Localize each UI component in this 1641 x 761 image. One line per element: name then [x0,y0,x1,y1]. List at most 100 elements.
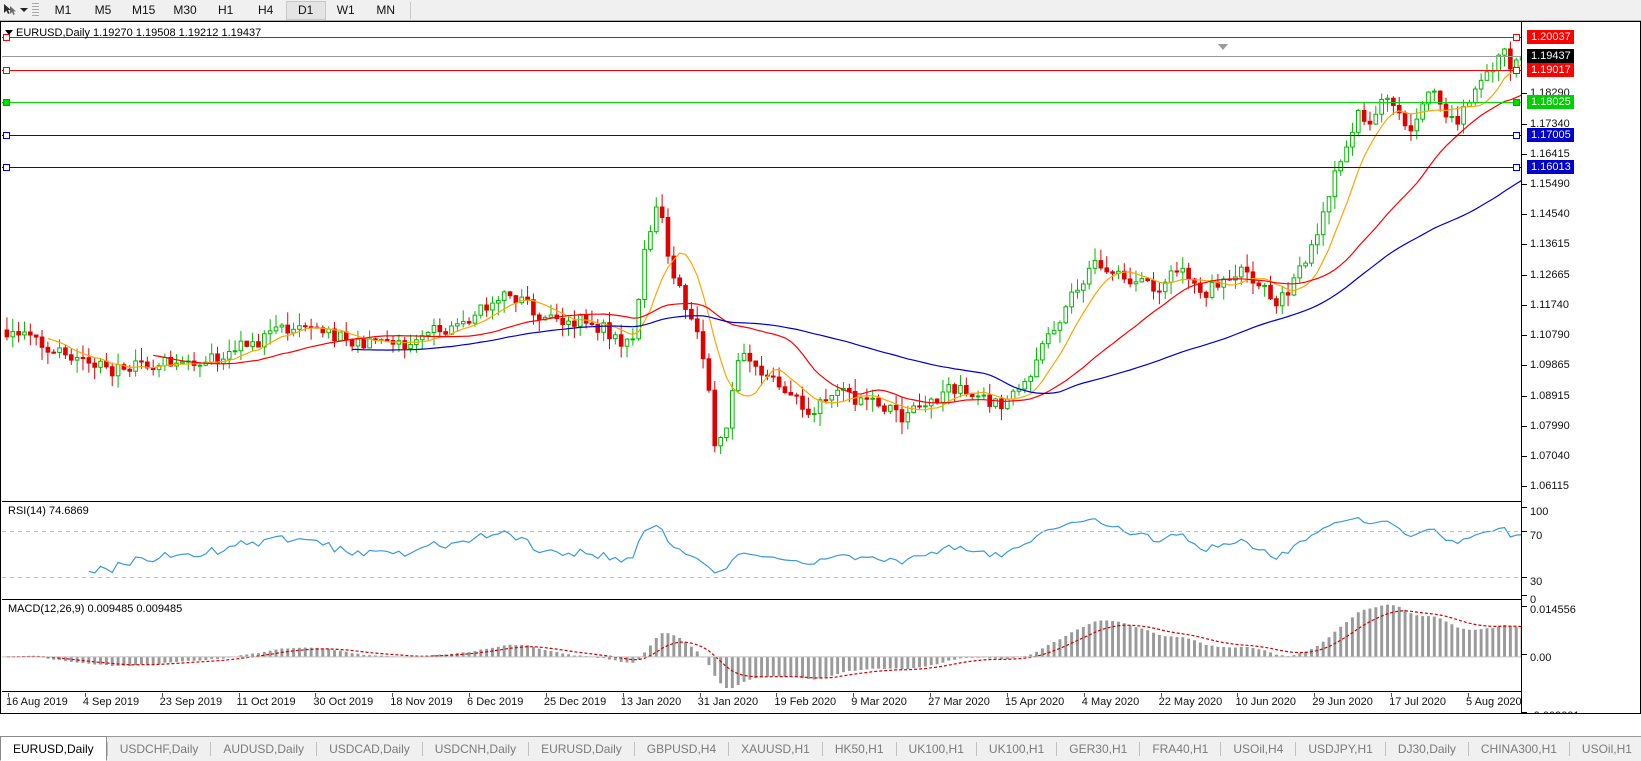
rsi-tick [1522,595,1527,596]
chevron-down-icon [20,8,28,12]
chart-tab-gbpusd-h4[interactable]: GBPUSD,H4 [646,742,717,756]
price-level-label-green[interactable]: 1.18025 [1527,94,1574,109]
date-tick [699,693,701,697]
toolbar-grip[interactable] [32,2,39,18]
level-line-1.18025[interactable] [2,101,1521,103]
level-handle[interactable] [3,131,10,139]
timeframe-h1-button[interactable]: H1 [218,3,234,17]
tab-divider [728,741,730,756]
rsi-tick-label: 30 [1530,576,1543,588]
price-tick-label: 1.06115 [1530,480,1569,492]
tab-divider [1568,741,1570,756]
chart-tab-fra40-h1[interactable]: FRA40,H1 [1152,742,1209,756]
timeframe-m15-button[interactable]: M15 [132,3,156,17]
date-tick-label: 15 Apr 2020 [1004,696,1065,708]
chart-tab-hk50-h1[interactable]: HK50,H1 [834,742,884,756]
chart-tab-usdchf-daily[interactable]: USDCHF,Daily [119,742,199,756]
price-tick [1522,123,1527,125]
price-level-label-red[interactable]: 1.19017 [1527,62,1574,77]
timeframe-m1-button[interactable]: M1 [54,3,72,17]
level-handle[interactable] [3,33,10,41]
level-handle[interactable] [3,98,10,106]
chart-tab-audusd-daily[interactable]: AUDUSD,Daily [223,742,305,756]
price-tick-label: 1.13615 [1530,238,1570,251]
chart-tab-usdcnh-daily[interactable]: USDCNH,Daily [434,742,517,756]
timeframe-mn-button[interactable]: MN [376,3,396,17]
rsi-pane[interactable]: RSI(14) 74.6869 [2,503,1521,600]
price-scale[interactable]: 1.18290 1.17340 1.16415 1.15490 1.14540 1.136… [1521,22,1640,713]
chart-tab-dj30-daily[interactable]: DJ30,Daily [1397,742,1456,756]
macd-pane[interactable]: MACD(12,26,9) 0.009485 0.009485 [2,601,1521,692]
date-tick [1391,693,1393,697]
macd-label: MACD(12,26,9) 0.009485 0.009485 [8,603,183,615]
price-tick-label: 1.16415 [1530,147,1570,160]
cursor-tools-icon[interactable] [0,0,30,21]
macd-series-svg [2,604,1521,689]
chart-tab-uk100-h1[interactable]: UK100,H1 [988,742,1045,756]
level-handle[interactable] [1513,131,1520,139]
chart-plot-area[interactable]: EURUSD,Daily 1.19270 1.19508 1.19212 1.1… [2,22,1640,713]
level-line-1.16013[interactable] [2,166,1521,168]
timeframe-d1-button[interactable]: D1 [285,0,326,20]
date-tick [392,693,394,697]
rsi-tick [1522,531,1527,532]
price-tick [1522,244,1527,246]
date-tick-label: 22 May 2020 [1158,696,1223,708]
date-tick [84,693,86,697]
chart-tab-xauusd-h1[interactable]: XAUUSD,H1 [741,742,810,756]
level-line-1.19437[interactable] [2,56,1521,58]
macd-histogram [11,604,1521,689]
rsi-line [88,516,1521,574]
tab-divider [821,741,823,756]
chart-tab-eurusd-daily[interactable]: EURUSD,Daily [0,736,107,761]
chart-tab-eurusd-daily[interactable]: EURUSD,Daily [541,742,622,756]
chart-tab-usoil-h4[interactable]: USOil,H4 [1233,742,1284,756]
level-handle[interactable] [1513,163,1520,171]
tab-divider [1295,741,1297,756]
level-handle[interactable] [3,66,10,74]
timeframe-m5-button[interactable]: M5 [94,3,112,17]
chart-tabs-bar[interactable]: EURUSD,Daily USDCHF,Daily AUDUSD,Daily USDC… [0,736,1641,761]
price-tick-label: 1.15490 [1530,177,1570,190]
price-tick [1522,365,1527,367]
price-level-label-blue[interactable]: 1.17005 [1527,127,1574,142]
level-handle[interactable] [3,163,10,171]
chart-tab-usdjpy-h1[interactable]: USDJPY,H1 [1308,742,1373,756]
timeframe-w1-button[interactable]: W1 [336,3,355,17]
price-level-label-blue[interactable]: 1.16013 [1527,159,1574,174]
tab-divider [316,741,318,756]
date-tick-label: 29 Jun 2020 [1312,696,1373,708]
date-tick-label: 9 Mar 2020 [851,696,907,708]
price-tick [1522,153,1527,155]
level-line-1.20037[interactable] [2,36,1521,38]
collapse-triangle-icon[interactable] [5,30,13,35]
level-handle[interactable] [1513,66,1520,74]
price-tick [1522,183,1527,185]
level-line-1.19017[interactable] [2,69,1521,71]
price-level-label-red[interactable]: 1.20037 [1527,29,1574,44]
price-pane[interactable]: EURUSD,Daily 1.19270 1.19508 1.19212 1.1… [2,22,1521,502]
chart-tab-usdcad-daily[interactable]: USDCAD,Daily [329,742,410,756]
chart-tab-uk100-h1[interactable]: UK100,H1 [908,742,964,756]
moving-average-2 [352,180,1521,394]
price-tick [1522,425,1527,427]
date-tick [1468,693,1469,697]
price-tick-label: 1.09865 [1530,359,1570,372]
chart-frame[interactable]: EURUSD,Daily 1.19270 1.19508 1.19212 1.1… [0,21,1641,714]
price-level-label-black[interactable]: 1.19437 [1527,49,1574,64]
macd-tick-label: -0.009001 [1530,710,1580,713]
level-line-1.17005[interactable] [2,134,1521,136]
timeframe-m30-button[interactable]: M30 [173,3,197,17]
price-tick-label: 1.14540 [1530,208,1570,221]
macd-tick [1522,712,1527,713]
chart-tab-china300-h1[interactable]: CHINA300,H1 [1480,742,1557,756]
chart-tab-usoil-h1[interactable]: USOil,H1 [1581,742,1632,756]
rsi-level-70 [2,531,1521,532]
timeframe-h4-button[interactable]: H4 [258,3,274,17]
price-series-svg [4,41,1521,455]
chart-tab-ger30-h1[interactable]: GER30,H1 [1069,742,1128,756]
level-handle[interactable] [1513,98,1520,106]
moving-average-1 [153,94,1521,404]
level-handle[interactable] [1513,33,1520,41]
tab-divider [421,741,423,756]
